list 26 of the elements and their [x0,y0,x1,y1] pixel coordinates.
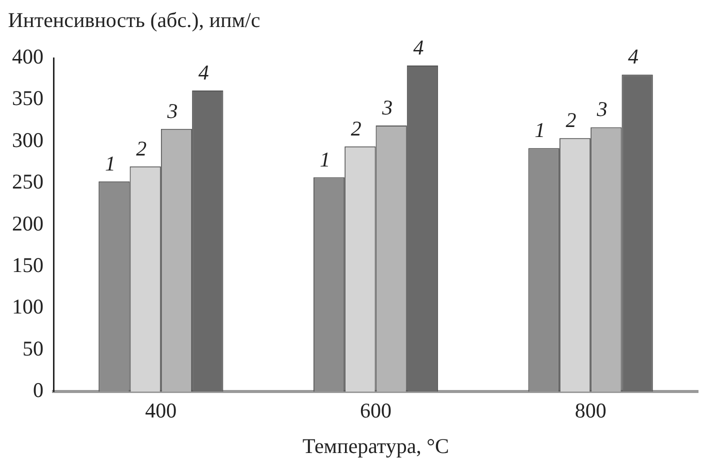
y-tick-label: 250 [12,170,44,194]
y-tick-label: 50 [22,336,44,360]
y-tick-label: 350 [12,86,44,110]
text: 3 [382,96,393,120]
text: 4 [628,44,639,69]
text: 4 [198,60,209,85]
series-label: 1 [320,147,330,172]
text: 1 [104,151,116,176]
y-tick-label: 0 [33,378,44,402]
x-tick-label: 400 [145,398,177,423]
text: 3 [167,98,178,123]
text: 2 [350,116,362,140]
x-axis-title: Температура, °C [302,434,450,458]
text: 1 [534,118,546,142]
y-tick-label: 200 [12,211,44,236]
series-label: 2 [136,136,148,160]
y-tick-label: 100 [12,294,44,319]
text: 2 [566,108,576,132]
series-label: 3 [596,97,608,122]
x-tick-label: 600 [360,398,392,423]
y-tick-label: 400 [12,44,44,69]
y-tick-label: 150 [12,253,44,278]
series-label: 4 [413,36,424,60]
y-tick-label: 300 [12,128,44,152]
x-tick-label: 800 [574,398,606,423]
y-axis-title: Интенсивность (абс.), ипм/с [8,8,262,32]
